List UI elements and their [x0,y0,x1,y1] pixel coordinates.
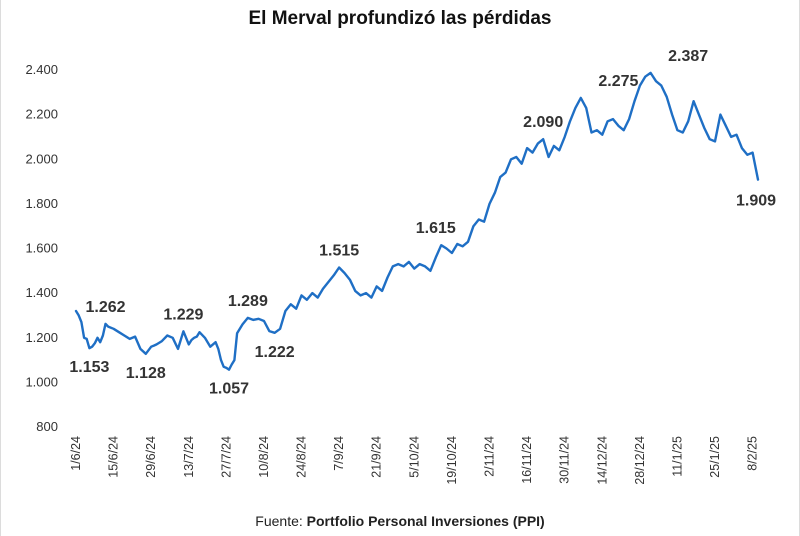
x-tick-label: 25/1/25 [708,436,722,478]
data-label: 1.909 [736,193,776,210]
data-label: 1.262 [86,299,126,316]
y-tick-label: 1.800 [25,196,58,211]
x-tick-label: 5/10/24 [407,436,421,478]
data-label: 1.515 [319,242,359,259]
y-tick-label: 800 [36,419,58,434]
x-tick-label: 30/11/24 [558,436,572,484]
x-tick-label: 29/6/24 [144,436,158,478]
x-tick-label: 28/12/24 [633,436,647,485]
x-tick-label: 7/9/24 [332,436,346,471]
x-tick-label: 1/6/24 [69,436,83,471]
x-tick-label: 19/10/24 [445,436,459,485]
chart-title: El Merval profundizó las pérdidas [248,8,552,29]
x-tick-label: 2/11/24 [482,436,496,477]
x-tick-label: 10/8/24 [257,436,271,478]
data-label: 1.153 [69,359,109,376]
data-label: 1.128 [126,365,166,382]
x-tick-label: 16/11/24 [520,436,534,484]
source-note: Fuente: Portfolio Personal Inversiones (… [0,513,800,529]
data-label: 2.387 [668,48,708,65]
data-label: 2.275 [598,73,638,90]
data-label: 1.057 [209,381,249,398]
data-label: 2.090 [523,114,563,131]
y-tick-label: 2.400 [25,62,58,77]
data-label: 1.222 [255,344,295,361]
y-tick-label: 1.000 [25,374,58,389]
x-tick-label: 11/1/25 [670,436,684,477]
y-tick-label: 1.200 [25,330,58,345]
x-tick-label: 24/8/24 [295,436,309,478]
y-tick-label: 2.000 [25,151,58,166]
source-prefix: Fuente: [255,513,303,529]
y-tick-label: 2.200 [25,107,58,122]
x-tick-label: 8/2/25 [746,436,760,471]
x-tick-label: 13/7/24 [182,436,196,478]
x-tick-label: 14/12/24 [595,436,609,485]
x-tick-label: 21/9/24 [370,436,384,478]
data-label: 1.615 [416,220,456,237]
merval-series-line [74,71,760,371]
data-label: 1.289 [228,293,268,310]
data-label: 1.229 [163,306,203,323]
y-tick-label: 1.400 [25,285,58,300]
source-name: Portfolio Personal Inversiones (PPI) [306,513,545,529]
y-tick-label: 1.600 [25,241,58,256]
x-tick-label: 27/7/24 [219,436,233,478]
x-tick-label: 15/6/24 [107,436,121,478]
